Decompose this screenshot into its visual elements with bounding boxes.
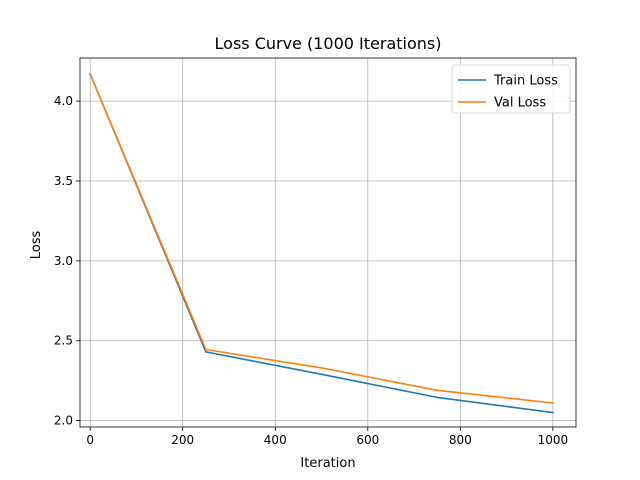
series-line-0 bbox=[89, 73, 554, 414]
data-point bbox=[204, 351, 207, 353]
legend-label: Train Loss bbox=[493, 74, 558, 89]
x-tick-label: 0 bbox=[86, 433, 94, 447]
x-tick-label: 600 bbox=[356, 433, 379, 447]
data-point bbox=[551, 402, 554, 404]
y-tick-label: 2.0 bbox=[54, 414, 73, 428]
legend-label: Val Loss bbox=[494, 96, 546, 111]
chart-title: Loss Curve (1000 Iterations) bbox=[215, 34, 442, 53]
x-tick-label: 1000 bbox=[538, 433, 569, 447]
x-axis-label: Iteration bbox=[300, 456, 355, 471]
series-layer bbox=[89, 73, 554, 414]
data-point bbox=[320, 373, 323, 376]
y-tick-label: 2.5 bbox=[54, 334, 73, 348]
data-point bbox=[436, 389, 439, 392]
grid bbox=[80, 58, 576, 427]
y-tick-label: 4.0 bbox=[54, 94, 73, 108]
axes: 0 200 400 600 800 1000 2.0 2.5 3.0 3.5 4.0 bbox=[54, 57, 577, 447]
legend: Train Loss Val Loss bbox=[451, 64, 571, 114]
series-line-1 bbox=[89, 73, 553, 404]
plot-frame bbox=[79, 57, 577, 428]
y-tick-label: 3.0 bbox=[54, 254, 73, 268]
data-point bbox=[551, 411, 554, 414]
data-point bbox=[204, 348, 207, 351]
x-tick-label: 200 bbox=[171, 433, 194, 447]
legend-box bbox=[451, 64, 571, 114]
data-point bbox=[436, 396, 439, 399]
data-point bbox=[320, 366, 323, 369]
y-axis-label: Loss bbox=[29, 231, 44, 260]
x-tick-label: 400 bbox=[264, 433, 287, 447]
data-point bbox=[89, 73, 92, 75]
x-tick-label: 800 bbox=[449, 433, 472, 447]
y-tick-label: 3.5 bbox=[54, 174, 73, 188]
